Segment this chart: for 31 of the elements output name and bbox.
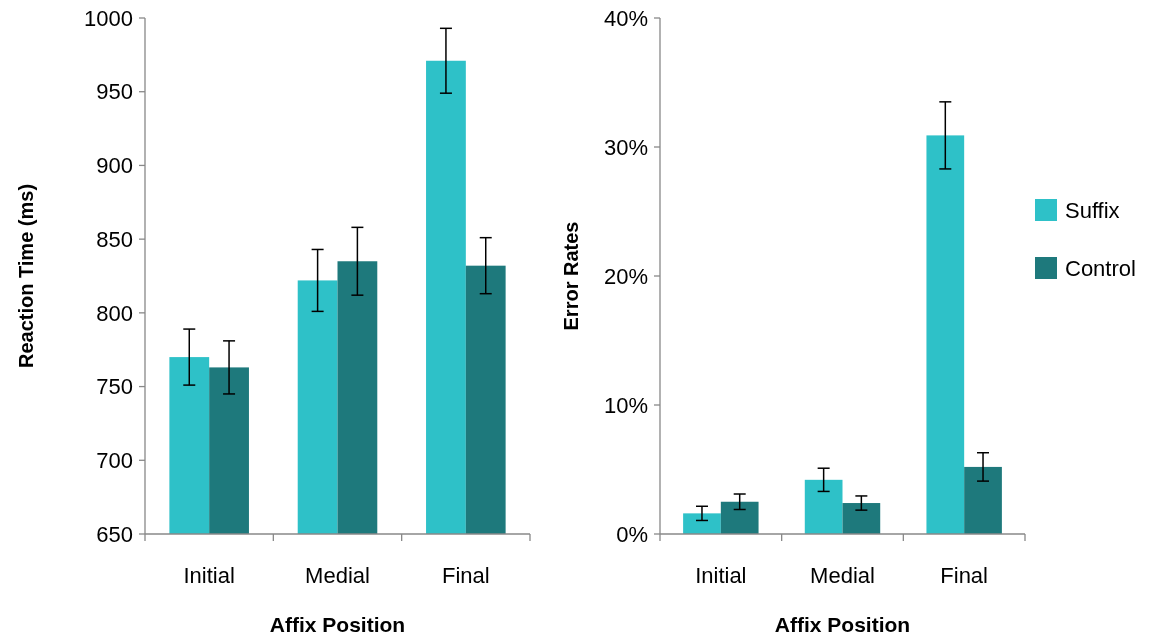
x-tick-label: Initial (695, 563, 747, 588)
x-axis-title: Affix Position (774, 613, 911, 636)
y-tick-label: 800 (96, 300, 133, 326)
y-tick-label: 40% (603, 5, 648, 31)
y-tick-label: 30% (603, 134, 648, 160)
y-tick-label: 750 (96, 374, 133, 400)
bar (804, 479, 843, 534)
bar (683, 513, 721, 534)
x-tick-label: Medial (810, 563, 875, 588)
bar (926, 135, 965, 534)
x-axis-title: Affix Position (269, 613, 406, 636)
x-tick-label: Medial (305, 563, 370, 588)
y-tick-label: 650 (96, 521, 133, 547)
bar (964, 466, 1002, 534)
x-tick-label: Final (441, 563, 490, 588)
y-tick-label: 0% (616, 521, 648, 547)
y-tick-label: 20% (603, 263, 648, 289)
y-tick-label: 850 (96, 226, 133, 252)
x-tick-label: Final (940, 563, 989, 588)
bar (720, 501, 759, 534)
y-tick-label: 1000 (84, 5, 133, 31)
y-tick-label: 950 (96, 79, 133, 105)
bar (842, 503, 881, 534)
y-axis-title: Error Rates (560, 221, 582, 331)
legend-label: Suffix (1065, 197, 1120, 223)
y-tick-label: 700 (96, 447, 133, 473)
y-axis-title: Reaction Time (ms) (15, 183, 37, 369)
y-tick-label: 10% (603, 392, 648, 418)
legend-label: Control (1065, 255, 1136, 281)
y-tick-label: 900 (96, 153, 133, 179)
x-tick-label: Initial (183, 563, 235, 588)
